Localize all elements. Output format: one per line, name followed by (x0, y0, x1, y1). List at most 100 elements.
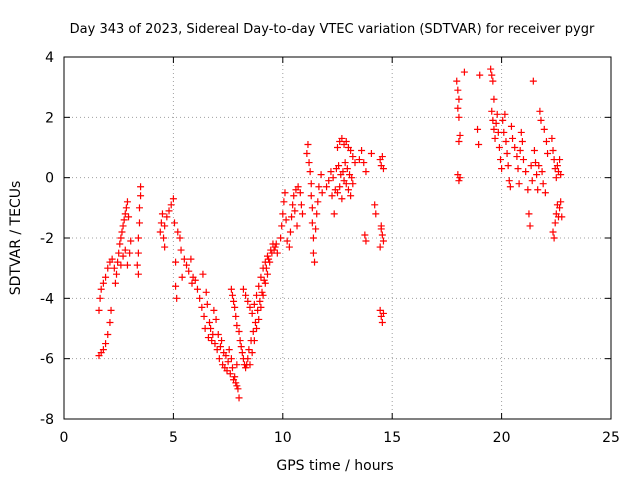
data-point (250, 337, 258, 345)
data-point (263, 252, 271, 260)
y-tick-label: -4 (40, 291, 54, 307)
data-point (173, 294, 181, 302)
data-point (291, 207, 299, 215)
data-point (169, 195, 177, 203)
data-point (454, 104, 462, 112)
data-point (501, 110, 509, 118)
data-point (557, 198, 565, 206)
data-point (334, 189, 341, 197)
data-point (307, 180, 315, 188)
data-point (227, 355, 235, 363)
data-point (336, 183, 344, 191)
data-point (104, 331, 112, 339)
y-axis-label: SDTVAR / TECUs (8, 181, 24, 296)
data-point (455, 113, 463, 121)
x-tick-label: 5 (169, 430, 178, 446)
data-point (119, 222, 127, 230)
data-point (532, 159, 540, 167)
data-point (535, 162, 543, 170)
data-point (239, 285, 247, 293)
data-point (216, 343, 224, 351)
data-point (134, 249, 142, 257)
data-point (277, 234, 285, 242)
data-point (537, 116, 545, 124)
data-point (519, 156, 527, 164)
data-point (183, 261, 191, 269)
data-point (161, 243, 169, 251)
data-point (378, 318, 386, 326)
data-point (156, 228, 164, 236)
data-point (515, 180, 523, 188)
data-point (207, 325, 215, 332)
data-point (231, 303, 239, 311)
data-point (539, 180, 547, 188)
data-point (360, 159, 368, 167)
data-point (200, 312, 208, 320)
data-point (97, 285, 105, 293)
data-point (376, 306, 384, 314)
data-point (210, 306, 218, 314)
data-point (253, 325, 261, 332)
data-point (259, 264, 267, 272)
data-point (338, 195, 346, 203)
data-point (456, 131, 464, 139)
data-point (234, 385, 242, 393)
data-point (178, 273, 186, 281)
data-point (165, 207, 173, 215)
data-point (548, 134, 556, 142)
data-point (518, 137, 526, 145)
data-point (250, 300, 258, 308)
x-tick-label: 20 (493, 430, 511, 446)
data-point (489, 116, 497, 124)
data-point (117, 261, 125, 269)
data-point (237, 343, 245, 351)
data-point (502, 137, 510, 145)
data-point (232, 379, 240, 387)
data-point (116, 240, 124, 248)
data-point (551, 219, 559, 227)
data-point (281, 189, 289, 197)
data-point (314, 198, 322, 206)
data-point (549, 228, 557, 236)
data-point (102, 340, 110, 348)
data-point (244, 297, 252, 305)
data-point (177, 246, 185, 254)
data-point (339, 168, 347, 176)
data-point (490, 125, 498, 133)
data-point (119, 252, 127, 260)
data-point (202, 288, 210, 296)
data-point (351, 159, 359, 167)
data-point (307, 192, 315, 200)
data-point (158, 210, 166, 218)
data-point (110, 264, 118, 272)
data-point (135, 219, 143, 227)
data-point (96, 294, 104, 302)
data-point (349, 180, 357, 188)
data-point (120, 216, 128, 224)
data-point (180, 255, 188, 263)
data-point (233, 382, 241, 390)
data-point (211, 340, 219, 348)
data-point (378, 231, 386, 239)
data-point (134, 234, 142, 242)
data-point (538, 168, 546, 176)
data-point (296, 189, 304, 197)
data-point (199, 270, 207, 278)
data-point (511, 144, 519, 151)
data-point (527, 162, 535, 170)
data-point (540, 125, 548, 133)
data-point (261, 279, 269, 287)
data-point (379, 165, 387, 173)
data-point (282, 216, 290, 224)
data-point (491, 134, 499, 142)
data-point (251, 318, 259, 326)
data-point (558, 213, 566, 221)
data-point (163, 213, 171, 221)
data-point (530, 147, 538, 155)
data-point (191, 276, 199, 284)
data-point (306, 168, 314, 176)
data-point (122, 204, 130, 212)
data-point (309, 249, 317, 257)
data-point (347, 192, 355, 200)
data-point (544, 150, 552, 158)
